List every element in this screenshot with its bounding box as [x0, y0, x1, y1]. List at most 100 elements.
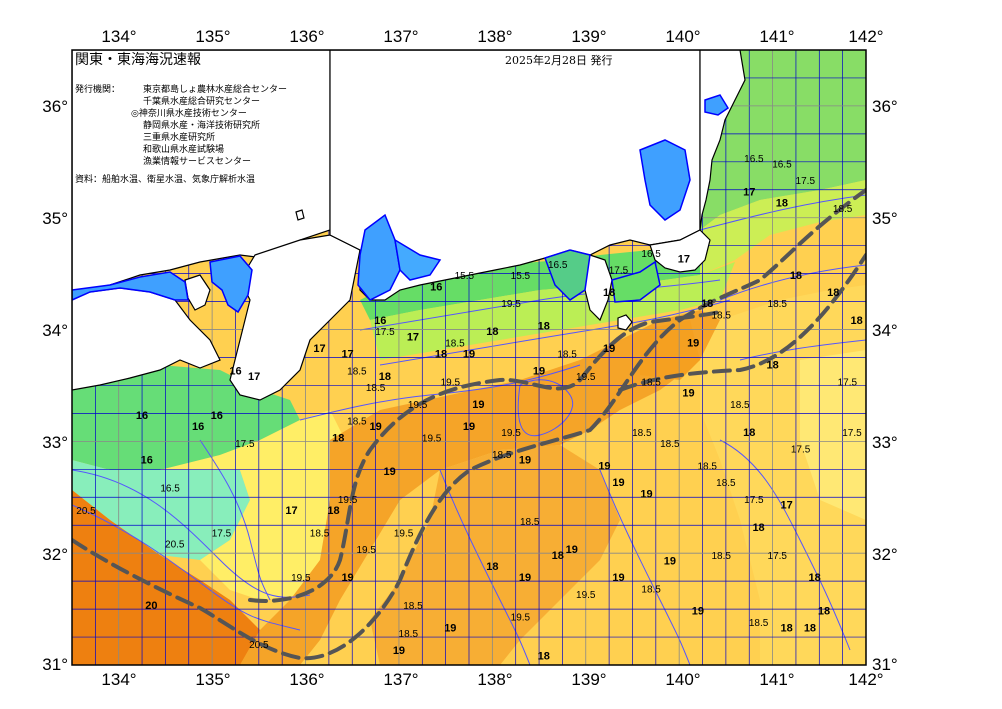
sea-band-izu-warm [640, 320, 700, 380]
isotherm-label: 19 [383, 466, 395, 478]
land-izu-oshima [617, 314, 633, 331]
lon-tick-bottom: 138° [477, 670, 512, 689]
isotherm-line [199, 439, 271, 601]
isotherm-label: 17.5 [212, 528, 232, 539]
isotherm-label: 15.5 [455, 271, 475, 282]
isotherm-label: 19.5 [408, 400, 428, 411]
isotherm-label: 19 [463, 349, 475, 361]
isotherm-label: 18 [332, 432, 344, 444]
isotherm-label: 18 [552, 550, 564, 562]
lat-tick-left: 31° [42, 655, 68, 674]
isotherm-label: 18 [808, 572, 820, 584]
isotherm-label: 19 [369, 421, 381, 433]
isotherm-label: 18 [327, 505, 339, 517]
issuer-6: 和歌山県水産試験場 [143, 143, 224, 155]
lat-tick-left: 36° [42, 97, 68, 116]
isotherm-line [379, 299, 731, 366]
land-boso-peninsula [649, 229, 711, 273]
isotherm-label: 17.5 [842, 428, 862, 439]
isotherm-line [739, 339, 866, 361]
isotherm-label: 18.5 [730, 400, 750, 411]
isotherm-label: 18.5 [716, 478, 736, 489]
isotherm-label: 17 [285, 505, 297, 517]
isotherm-label: 17.5 [838, 377, 858, 388]
isotherm-label: 18 [743, 427, 755, 439]
land-kanto-north [699, 50, 746, 231]
isotherm-label: 18.5 [641, 377, 661, 388]
isotherm-label: 17 [678, 253, 690, 265]
isotherm-line [359, 279, 721, 331]
isotherm-labels: 16.516.517.518.518171716.517.515.516.519… [76, 154, 863, 663]
isotherm-label: 17 [780, 499, 792, 511]
lon-tick-top: 141° [759, 27, 794, 46]
lat-tick-right: 34° [872, 321, 898, 340]
sagami-bay [611, 260, 661, 303]
sea-band-northeast-light [700, 50, 866, 230]
lon-tick-top: 140° [665, 27, 700, 46]
isotherm-label: 19 [444, 622, 456, 634]
lat-tick-left: 32° [42, 545, 68, 564]
lat-tick-left: 35° [42, 209, 68, 228]
title-background [73, 51, 273, 67]
isotherm-label: 19 [463, 421, 475, 433]
isotherm-label: 19 [598, 460, 610, 472]
isotherm-label: 18 [790, 270, 802, 282]
isotherm-label: 17.5 [796, 176, 816, 187]
lon-tick-bottom: 142° [848, 670, 883, 689]
isotherm-label: 19 [612, 572, 624, 584]
isotherm-label: 19 [682, 388, 694, 400]
isotherm-label: 19 [519, 455, 531, 467]
isotherm-label: 18.5 [347, 366, 367, 377]
lon-tick-top: 137° [383, 27, 418, 46]
isotherm-label: 16.5 [548, 260, 568, 271]
sea-band-kuroshio-orange [240, 310, 720, 665]
isotherm-label: 18 [701, 298, 713, 310]
isotherm-label: 18.5 [366, 383, 386, 394]
sea-band-east-pale [800, 350, 866, 520]
isotherm-label: 19 [640, 488, 652, 500]
isotherm-label: 20.5 [249, 640, 269, 651]
isotherm-label: 18 [379, 371, 391, 383]
isotherm-label: 18.5 [347, 417, 367, 428]
isotherm-label: 19 [603, 343, 615, 355]
sea-band-south-orange [370, 445, 620, 665]
isotherm-label: 18 [804, 622, 816, 634]
mikawa-bay [393, 238, 442, 281]
lon-tick-bottom: 140° [665, 670, 700, 689]
isotherm-label: 18.5 [557, 350, 577, 361]
isotherm-label: 17 [743, 186, 755, 198]
isotherm-label: 19 [533, 365, 545, 377]
isotherm-label: 17 [313, 343, 325, 355]
isotherm-line [719, 439, 851, 651]
lon-tick-top: 142° [848, 27, 883, 46]
isotherm-label: 16.5 [772, 159, 792, 170]
tokyo-bay [639, 139, 691, 221]
land-small-island [295, 209, 305, 221]
isotherm-label: 18 [776, 198, 788, 210]
lon-tick-top: 138° [477, 27, 512, 46]
lon-tick-top: 135° [195, 27, 230, 46]
lon-tick-top: 134° [101, 27, 136, 46]
isotherm-label: 16.5 [641, 249, 661, 260]
isotherm-label: 18 [603, 287, 615, 299]
isotherm-label: 18 [752, 522, 764, 534]
isotherm-label: 19.5 [338, 495, 358, 506]
isotherm-label: 18.5 [403, 601, 423, 612]
lat-tick-right: 31° [872, 655, 898, 674]
isotherm-label: 18.5 [660, 439, 680, 450]
isotherm-label: 18.5 [520, 517, 540, 528]
issuer-3: ◎神奈川県水産技術センター [131, 107, 247, 119]
map-title: 関東・東海海況速報 [75, 52, 201, 68]
isotherm-label: 19 [393, 645, 405, 657]
ise-bay [357, 213, 401, 301]
isotherm-label: 17.5 [235, 439, 255, 450]
isotherm-label: 19 [612, 477, 624, 489]
isotherm-label: 19 [692, 606, 704, 618]
isotherm-label: 18 [851, 315, 863, 327]
isotherm-label: 19 [664, 555, 676, 567]
isotherm-label: 16.5 [160, 484, 180, 495]
isotherm-label: 18.5 [492, 450, 512, 461]
sea-band-west-cyan [72, 460, 250, 560]
lat-tick-right: 35° [872, 209, 898, 228]
isotherm-label: 19.5 [576, 590, 596, 601]
